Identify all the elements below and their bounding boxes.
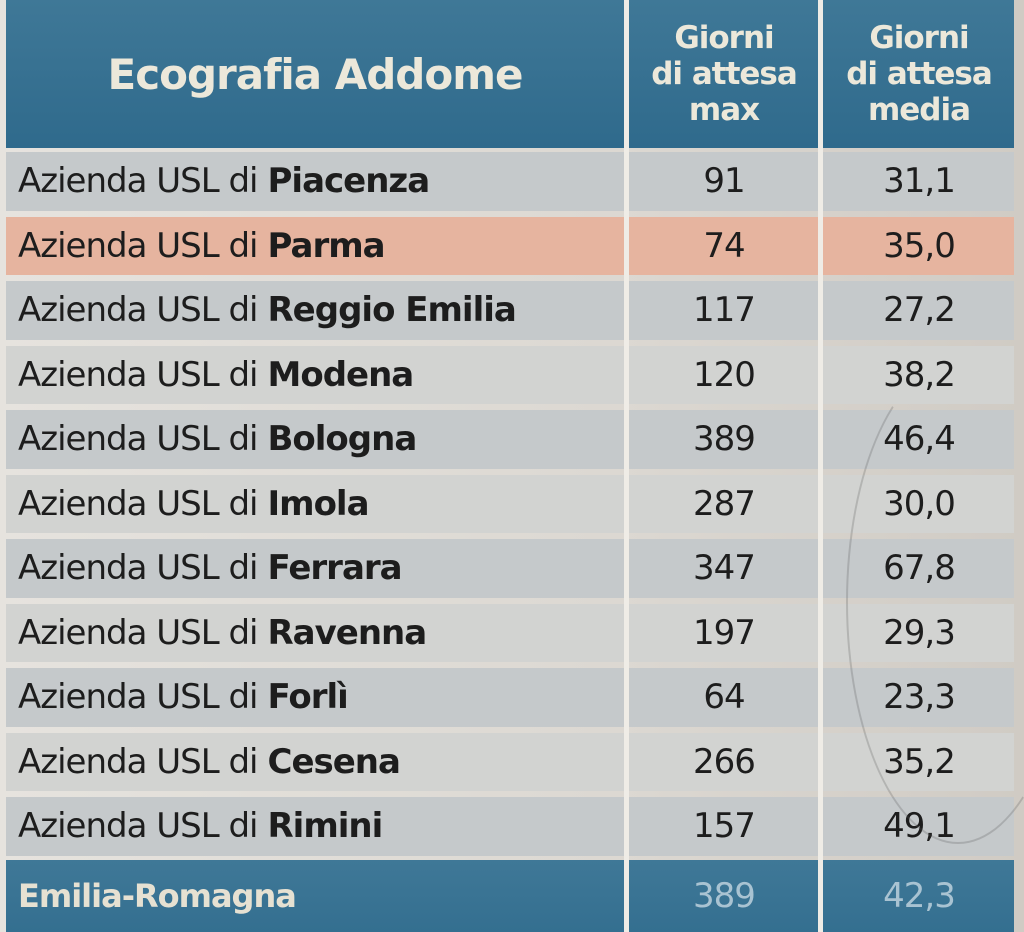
row-label: Azienda USL di Forlì [18, 668, 349, 727]
row-prefix: Azienda USL di [18, 225, 258, 266]
table-row: Azienda USL di Cesena 266 35,2 [6, 732, 1014, 792]
cell-avg-wait: 35,2 [883, 741, 956, 782]
cell-avg-wait: 38,2 [883, 354, 956, 395]
row-label: Azienda USL di Cesena [18, 733, 401, 792]
table-title: Ecografia Addome [107, 49, 524, 99]
cell-max-wait: 197 [693, 612, 756, 653]
row-city: Parma [267, 225, 386, 266]
cell-avg-wait: 27,2 [883, 290, 956, 331]
row-prefix: Azienda USL di [18, 483, 258, 524]
column-header-line: media [867, 92, 971, 128]
cell-avg-wait: 67,8 [883, 548, 956, 589]
table-row-highlighted: Azienda USL di Parma 74 35,0 [6, 216, 1014, 276]
row-label: Azienda USL di Rimini [18, 797, 384, 856]
total-label: Emilia-Romagna [18, 877, 297, 915]
table-row: Azienda USL di Imola 287 30,0 [6, 474, 1014, 534]
cell-avg-wait: 30,0 [883, 483, 956, 524]
row-city: Reggio Emilia [267, 290, 517, 331]
table-body: Azienda USL di Piacenza 91 31,1 Azienda U… [6, 152, 1014, 862]
row-city: Forlì [267, 677, 349, 718]
total-max-wait: 389 [693, 876, 756, 916]
cell-max-wait: 64 [703, 677, 745, 718]
row-label: Azienda USL di Parma [18, 217, 386, 276]
column-divider [818, 0, 823, 932]
row-city: Ferrara [267, 548, 403, 589]
cell-max-wait: 287 [693, 483, 756, 524]
column-divider [624, 0, 629, 932]
cell-max-wait: 266 [693, 741, 756, 782]
table-row: Azienda USL di Ferrara 347 67,8 [6, 539, 1014, 598]
cell-max-wait: 389 [693, 419, 756, 460]
cell-max-wait: 91 [703, 161, 745, 202]
table-row: Azienda USL di Rimini 157 49,1 [6, 797, 1014, 856]
row-prefix: Azienda USL di [18, 354, 258, 395]
column-header-line: Giorni [674, 20, 774, 56]
row-prefix: Azienda USL di [18, 612, 258, 653]
row-city: Rimini [267, 806, 384, 847]
column-header-line: Giorni [869, 20, 969, 56]
row-label: Azienda USL di Reggio Emilia [18, 281, 517, 340]
row-city: Piacenza [267, 161, 431, 202]
row-prefix: Azienda USL di [18, 548, 258, 589]
column-header-line: di attesa [651, 56, 798, 92]
cell-avg-wait: 46,4 [883, 419, 956, 460]
row-label: Azienda USL di Ferrara [18, 539, 403, 598]
table-row: Azienda USL di Forlì 64 23,3 [6, 668, 1014, 727]
table-row: Azienda USL di Reggio Emilia 117 27,2 [6, 281, 1014, 340]
row-city: Bologna [267, 419, 418, 460]
table-row: Azienda USL di Ravenna 197 29,3 [6, 603, 1014, 663]
cell-avg-wait: 35,0 [883, 225, 956, 266]
column-header-max-wait: Giorni di attesa max [630, 0, 818, 148]
row-label: Azienda USL di Modena [18, 346, 415, 405]
row-prefix: Azienda USL di [18, 419, 258, 460]
cell-avg-wait: 29,3 [883, 612, 956, 653]
table-row: Azienda USL di Piacenza 91 31,1 [6, 152, 1014, 211]
column-header-avg-wait: Giorni di attesa media [824, 0, 1014, 148]
row-label: Azienda USL di Piacenza [18, 152, 431, 211]
row-prefix: Azienda USL di [18, 677, 258, 718]
total-avg-wait: 42,3 [883, 876, 956, 916]
row-prefix: Azienda USL di [18, 290, 258, 331]
row-prefix: Azienda USL di [18, 806, 258, 847]
cell-avg-wait: 49,1 [883, 806, 956, 847]
table-row: Azienda USL di Modena 120 38,2 [6, 345, 1014, 405]
row-city: Modena [267, 354, 415, 395]
cell-max-wait: 347 [693, 548, 756, 589]
column-header-line: di attesa [846, 56, 993, 92]
table-row: Azienda USL di Bologna 389 46,4 [6, 410, 1014, 469]
cell-max-wait: 74 [703, 225, 745, 266]
row-prefix: Azienda USL di [18, 161, 258, 202]
column-header-line: max [688, 92, 760, 128]
cell-max-wait: 117 [693, 290, 756, 331]
row-label: Azienda USL di Bologna [18, 410, 418, 469]
cell-avg-wait: 23,3 [883, 677, 956, 718]
table-total-row: Emilia-Romagna 389 42,3 [6, 860, 1014, 932]
row-city: Imola [267, 483, 370, 524]
row-label: Azienda USL di Ravenna [18, 604, 428, 663]
row-label: Azienda USL di Imola [18, 475, 370, 534]
row-city: Ravenna [267, 612, 428, 653]
cell-max-wait: 120 [693, 354, 756, 395]
row-city: Cesena [267, 741, 401, 782]
cell-max-wait: 157 [693, 806, 756, 847]
table-header: Ecografia Addome Giorni di attesa max Gi… [6, 0, 1014, 148]
row-prefix: Azienda USL di [18, 741, 258, 782]
waiting-times-table: Ecografia Addome Giorni di attesa max Gi… [6, 0, 1024, 932]
cell-avg-wait: 31,1 [883, 161, 956, 202]
